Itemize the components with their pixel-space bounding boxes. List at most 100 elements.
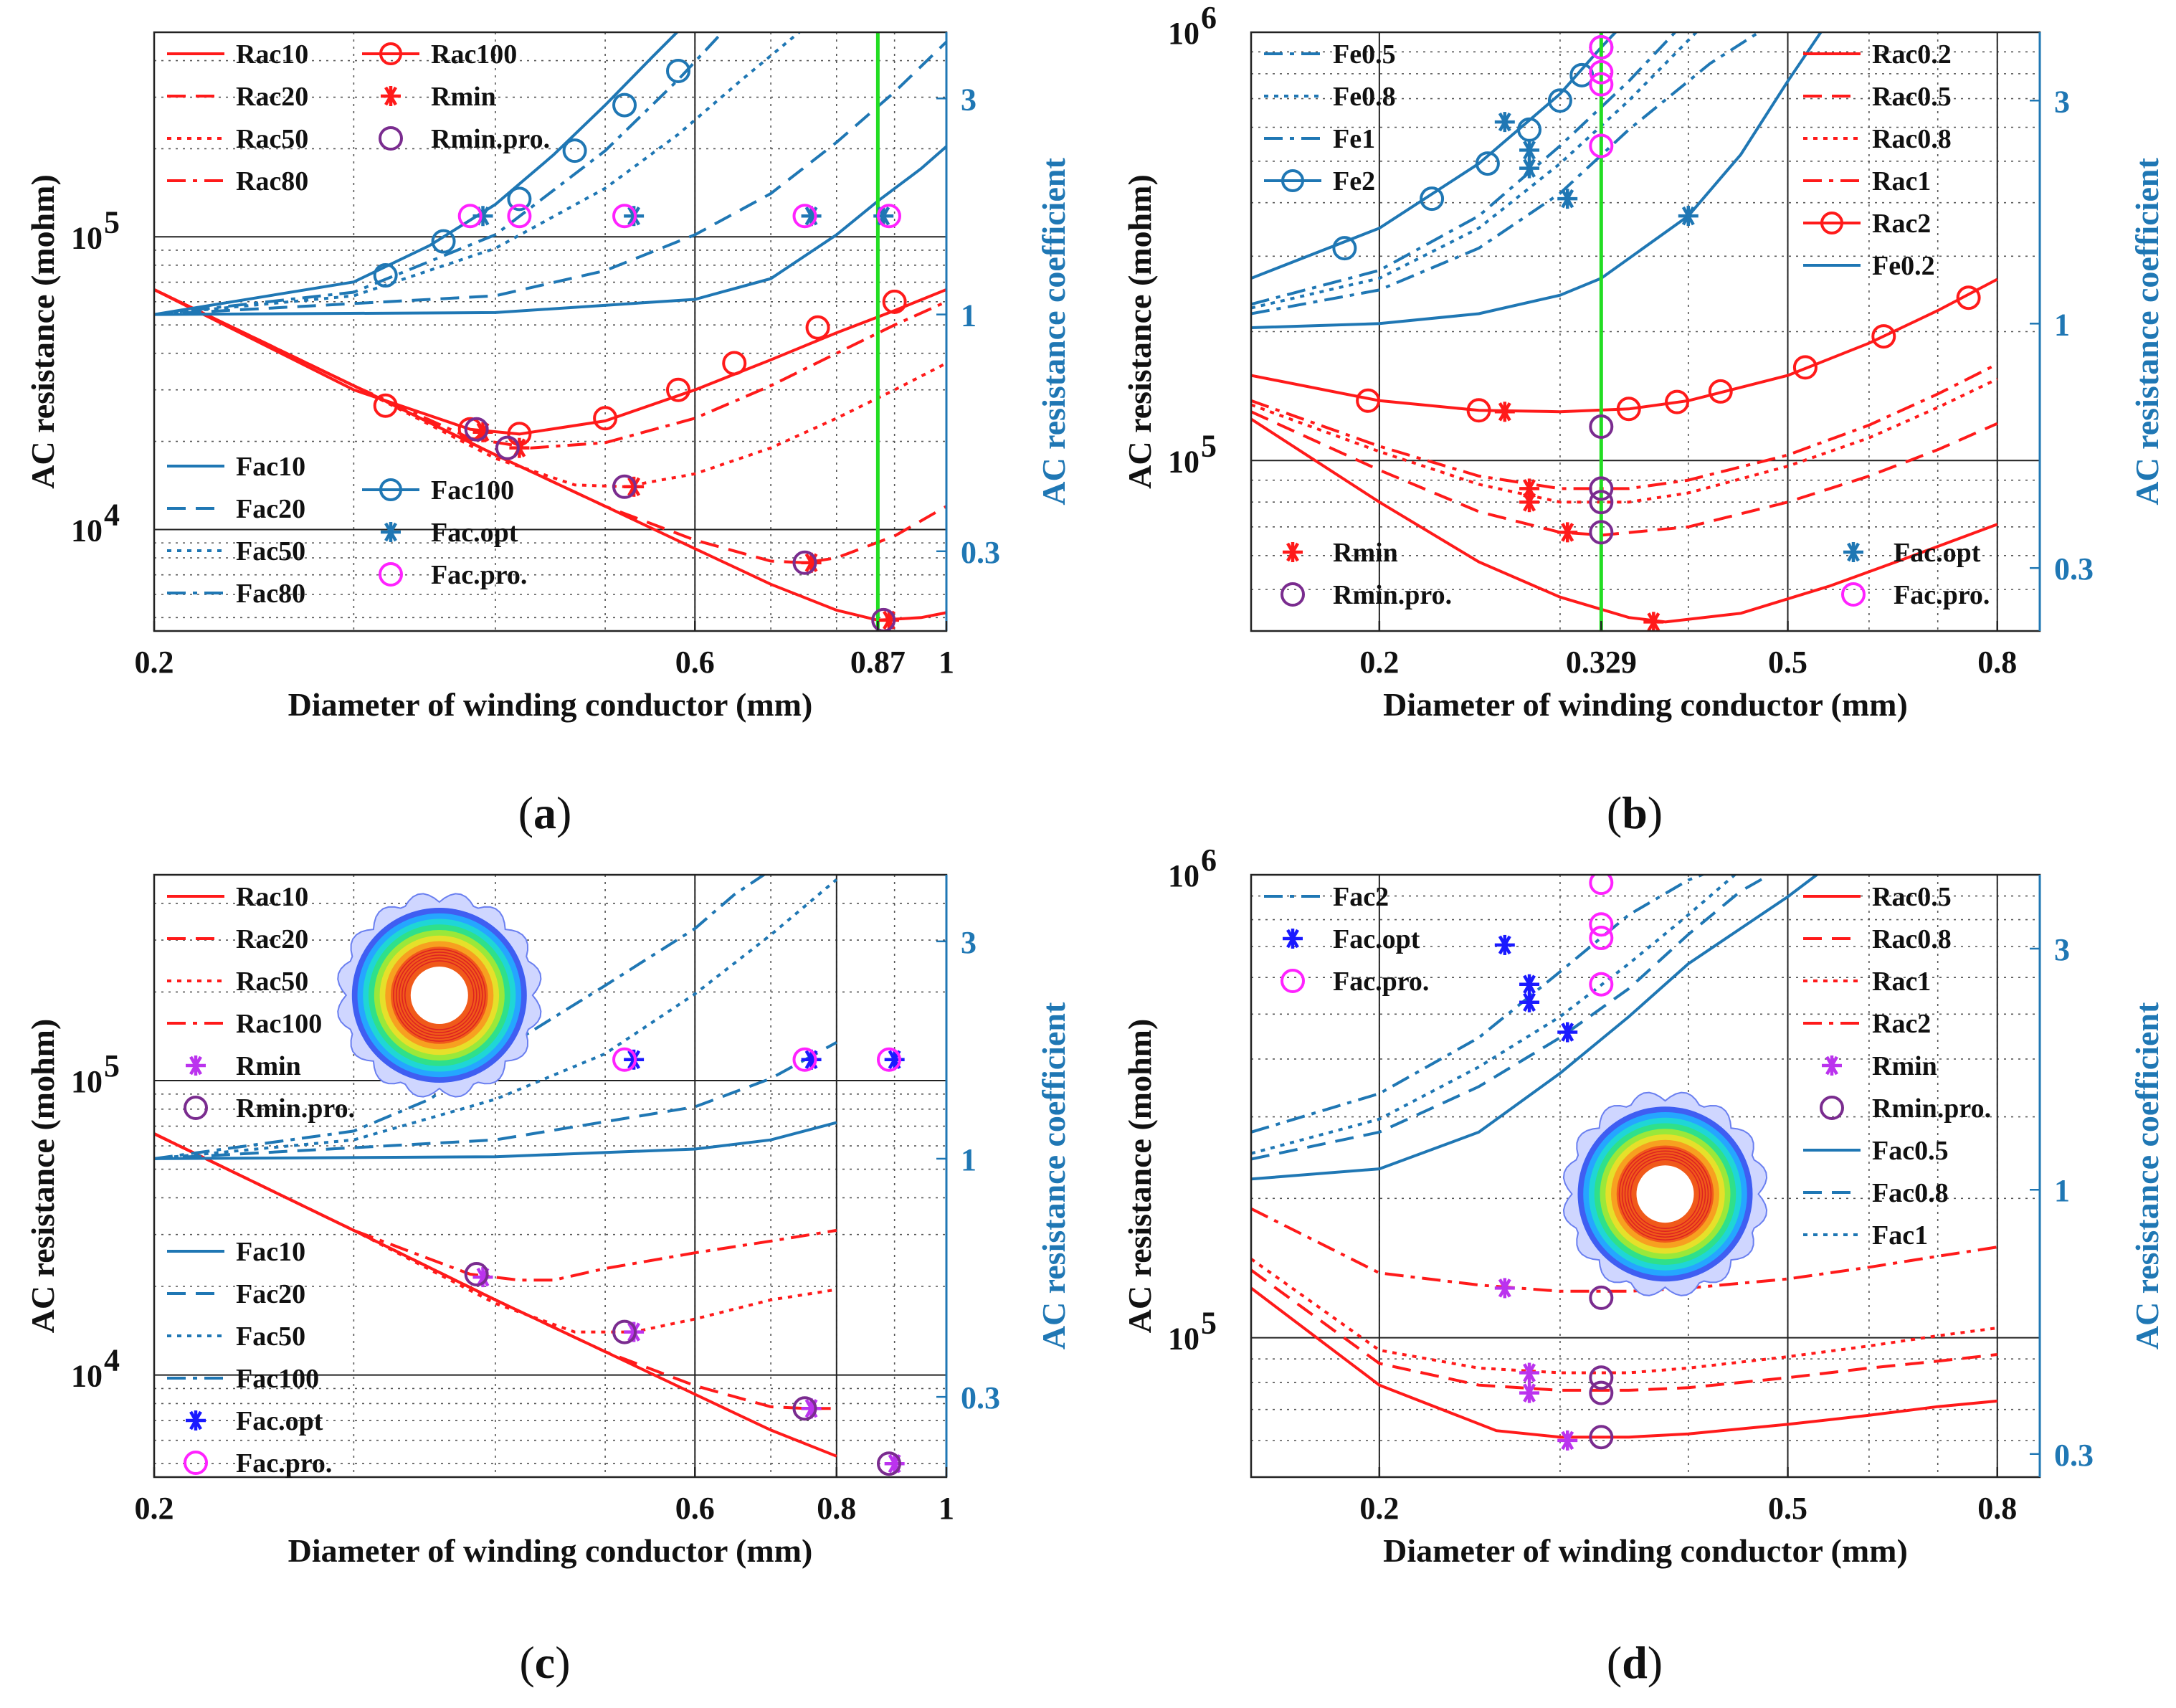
y2-tick-label: 0.3 <box>2054 551 2094 587</box>
y2-tick-label: 0.3 <box>961 535 1000 570</box>
legend-label: Fac.opt <box>1333 924 1420 954</box>
y-axis-right-label: AC resistance coefficient <box>1035 1002 1072 1349</box>
legend-swatch-marker <box>379 42 402 65</box>
y-tick-exponent: 5 <box>104 204 120 239</box>
point-Rmin.pro. <box>464 417 489 442</box>
legend-label: Fac.pro. <box>1333 967 1429 997</box>
x-tick-label: 0.5 <box>1768 645 1807 680</box>
y-tick-exponent: 5 <box>104 1048 120 1083</box>
series-marker-Fac100 <box>507 186 532 212</box>
y2-tick-label: 0.3 <box>961 1380 1000 1415</box>
legend-top-left: Fe0.5 Fe0.8 Fe1 Fe2 <box>1264 39 1396 196</box>
series-marker-Fac100 <box>666 58 691 83</box>
legend-swatch-marker <box>379 478 402 501</box>
legend-swatch-marker <box>1281 169 1304 192</box>
legend-label: Fe0.2 <box>1872 251 1935 281</box>
point-Fac.pro. <box>792 1047 817 1072</box>
point-Fac.pro. <box>507 204 532 229</box>
legend-label: Rac0.8 <box>1872 924 1952 954</box>
point-Rmin.pro. <box>792 1396 817 1421</box>
series-line-Fac0.8 <box>1251 875 1773 1161</box>
point-Rmin.pro. <box>612 474 637 499</box>
series-line-Fac20 <box>154 40 946 316</box>
legend-label: Fac10 <box>236 452 305 482</box>
point-Fac.opt <box>1519 974 1540 995</box>
legend-label: Fac.pro. <box>431 560 527 590</box>
series-line-Rac50 <box>154 1132 837 1334</box>
panel-label: (c) <box>519 1637 570 1688</box>
inset-conductor-line <box>1621 1150 1709 1238</box>
y2-tick-label: 1 <box>2054 307 2070 342</box>
point-Rmin <box>1557 522 1578 543</box>
legend-swatch-circle <box>379 126 403 151</box>
point-Fac.pro. <box>1589 133 1614 158</box>
series-line-Rac0.8 <box>1251 1268 1997 1392</box>
series-line-Fe1 <box>1251 32 1678 306</box>
inset-conductor-line <box>399 954 480 1036</box>
series-line-Rac1 <box>1251 1258 1997 1375</box>
point-Rmin.pro. <box>876 1451 901 1476</box>
legend-top-right: Rac0.2 Rac0.5 Rac0.8 Rac1 Rac2 Fe0.2 <box>1803 39 1952 281</box>
legend-swatch-star <box>381 522 401 542</box>
legend-label: Fac50 <box>236 536 305 566</box>
legend-label: Rac2 <box>1872 1009 1931 1039</box>
series-marker-Fe2 <box>1475 151 1500 176</box>
series-line-Fe2 <box>1251 32 1618 280</box>
point-Rmin <box>1519 1362 1540 1383</box>
legend-label: Fac100 <box>431 475 514 506</box>
x-tick-label: 0.2 <box>1359 645 1399 680</box>
legend-swatch-star <box>1283 929 1303 949</box>
series-line-Fac1 <box>1251 875 1737 1155</box>
y-tick-label: 10 <box>71 513 103 548</box>
point-Rmin <box>878 609 899 630</box>
legend-label: Rmin <box>431 82 496 112</box>
series-marker-Fac100 <box>612 92 637 118</box>
series-line-Rac0.8 <box>1251 377 1998 504</box>
y-axis-right-label: AC resistance coefficient <box>1035 158 1072 506</box>
series-marker-Rac2 <box>1356 388 1381 413</box>
series-marker-Rac2 <box>1616 397 1641 422</box>
inset-conductor-line <box>396 952 483 1039</box>
plot-area <box>154 32 946 631</box>
point-Fac.pro. <box>876 204 901 229</box>
legend-label: Fac0.8 <box>1872 1178 1949 1208</box>
point-Fac.opt <box>1494 112 1515 133</box>
point-Fac.pro. <box>876 1047 901 1072</box>
legend-label: Fac100 <box>236 1364 319 1394</box>
series-line-Fac50 <box>154 32 802 316</box>
legend-label: Fac0.5 <box>1872 1136 1949 1166</box>
legend-label: Rac0.5 <box>1872 882 1952 912</box>
legend-label: Rac10 <box>236 39 308 70</box>
point-Fac.pro. <box>1589 912 1614 937</box>
panel-label-close: ) <box>1648 1637 1663 1688</box>
legend-swatch-marker <box>1820 212 1843 234</box>
panel-label-letter: d <box>1622 1637 1648 1688</box>
legend-label: Rmin.pro. <box>236 1093 355 1124</box>
x-tick-label: 0.87 <box>850 645 906 680</box>
series-line-Fac100 <box>154 32 680 316</box>
series-marker-Rac2 <box>1665 389 1690 414</box>
y-tick-exponent: 4 <box>104 497 120 532</box>
point-Fac.pro. <box>1589 34 1614 60</box>
point-Fac.opt <box>1557 1022 1578 1043</box>
legend-label: Rac1 <box>1872 967 1931 997</box>
y-tick-label: 10 <box>71 220 103 255</box>
series-line-Rac80 <box>154 288 946 450</box>
point-Fac.pro. <box>457 204 483 229</box>
inset-conductor-line <box>1627 1156 1704 1232</box>
y-tick-exponent: 5 <box>1201 1306 1217 1341</box>
series-marker-Fe2 <box>1569 62 1595 87</box>
legend-label: Fac80 <box>236 579 305 609</box>
point-Fac.opt <box>1494 934 1515 955</box>
inset-core <box>1636 1165 1694 1223</box>
point-Rmin.pro. <box>495 435 520 460</box>
y2-tick-label: 1 <box>2054 1173 2070 1208</box>
point-Fac.opt <box>884 1049 905 1070</box>
panel-label-open: ( <box>518 787 533 838</box>
panel-label: (a) <box>518 787 572 838</box>
legend-swatch-star <box>381 86 401 106</box>
legend-label: Fac.opt <box>1894 538 1981 568</box>
x-tick-label: 1 <box>939 1491 954 1526</box>
